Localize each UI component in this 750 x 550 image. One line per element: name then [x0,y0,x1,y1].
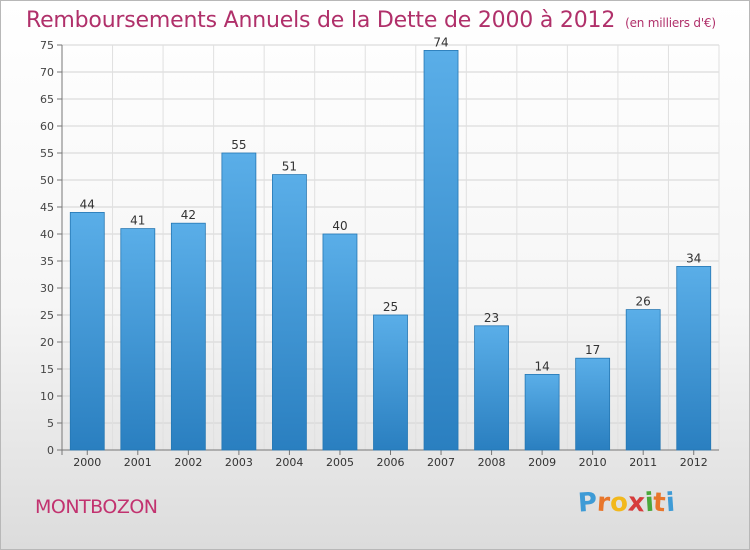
x-tick-label: 2008 [478,456,506,469]
bar [575,357,611,451]
x-tick-label: 2006 [377,456,405,469]
y-tick-label: 60 [40,120,54,133]
value-label: 23 [484,311,499,325]
value-label: 40 [332,219,347,233]
value-label: 42 [181,208,196,222]
proxiti-logo: Proxiti [576,487,676,519]
y-tick-label: 70 [40,66,54,79]
bar [322,233,358,451]
y-tick-label: 40 [40,228,54,241]
x-tick-label: 2004 [275,456,303,469]
value-label: 51 [282,160,297,174]
chart-title: Remboursements Annuels de la Dette de 20… [26,8,716,33]
bar [474,325,509,451]
chart-title-text: Remboursements Annuels de la Dette de 20… [26,8,616,33]
x-tick-label: 2009 [528,456,556,469]
bar [221,152,257,451]
value-label: 34 [686,251,701,265]
value-labels: 44 41 42 55 51 40 25 74 23 14 17 26 34 [80,35,702,373]
y-tick-label: 45 [40,201,54,214]
x-tick-label: 2007 [427,456,455,469]
y-tick-label: 50 [40,174,54,187]
x-tick-label: 2002 [174,456,202,469]
x-tick-label: 2010 [579,456,607,469]
logo-letter: P [576,487,599,519]
y-tick-label: 15 [40,363,54,376]
y-tick-label: 65 [40,93,54,106]
bar [272,174,307,451]
y-tick-label: 35 [40,255,54,268]
y-tick-label: 20 [40,336,54,349]
chart-subtitle: (en milliers d'€) [625,16,716,30]
bar [69,211,105,451]
y-tick-label: 25 [40,309,54,322]
logo-letter: i [664,487,676,519]
y-tick-label: 30 [40,282,54,295]
bar [373,314,408,451]
bar [170,222,206,451]
value-label: 25 [383,300,398,314]
bar [625,309,661,451]
x-tick-label: 2012 [680,456,708,469]
x-tick-label: 2005 [326,456,354,469]
bar [120,228,156,451]
bars [69,50,712,451]
y-tick-label: 55 [40,147,54,160]
town-name: MONTBOZON [35,496,158,518]
value-label: 17 [585,343,600,357]
logo-letter: o [608,487,629,519]
axes: 0 5 10 15 20 25 30 35 40 45 50 55 60 65 70 75 2000 2001 20… [40,39,719,469]
value-label: 41 [130,214,145,228]
bar [423,50,459,451]
y-tick-label: 75 [40,39,54,52]
y-tick-label: 5 [47,417,54,430]
value-label: 26 [636,295,651,309]
value-label: 44 [80,197,95,211]
value-label: 74 [433,35,448,49]
bar [676,265,712,451]
value-label: 14 [534,359,549,373]
x-tick-label: 2000 [73,456,101,469]
x-tick-label: 2003 [225,456,253,469]
x-tick-label: 2011 [629,456,657,469]
x-tick-label: 2001 [124,456,152,469]
y-tick-label: 0 [47,444,54,457]
y-tick-label: 10 [40,390,54,403]
value-label: 55 [231,138,246,152]
bar [524,373,560,451]
logo-letter: x [626,487,646,519]
